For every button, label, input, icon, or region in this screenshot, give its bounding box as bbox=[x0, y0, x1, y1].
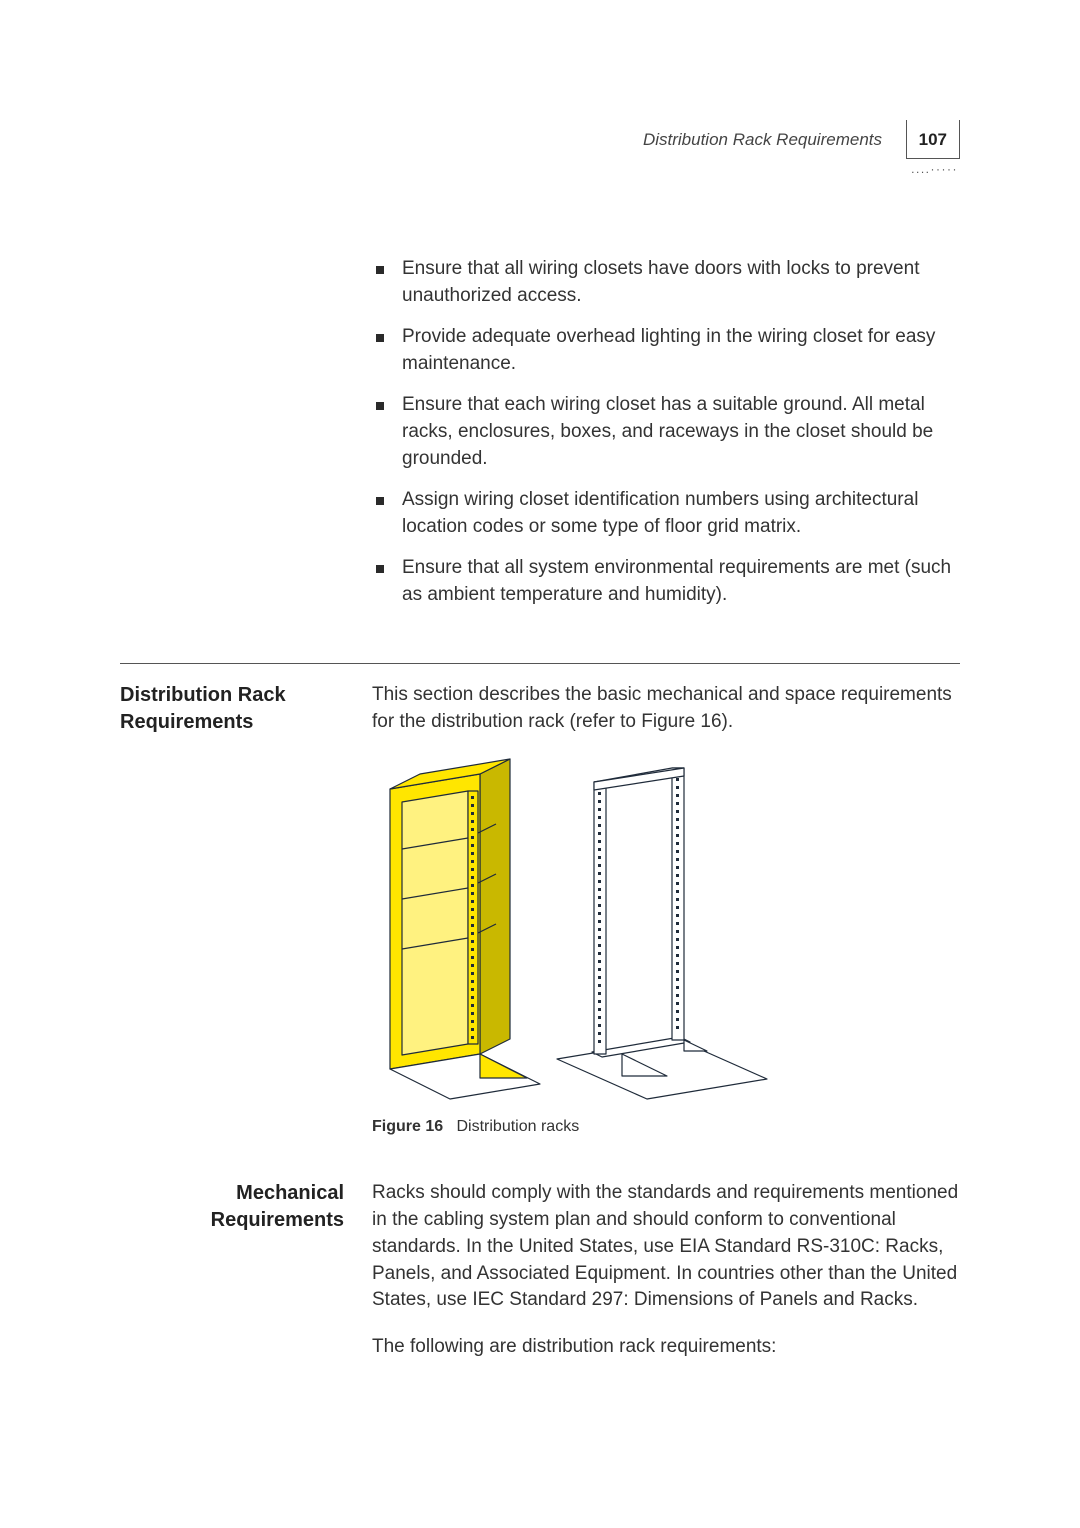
section-distribution-rack: Distribution Rack Requirements This sect… bbox=[120, 682, 960, 1154]
list-item: Ensure that all system environmental req… bbox=[372, 555, 960, 609]
heading-line: Requirements bbox=[120, 709, 344, 736]
section-body: Racks should comply with the standards a… bbox=[372, 1180, 960, 1362]
intro-bullets-block: Ensure that all wiring closets have door… bbox=[372, 256, 960, 609]
figure-caption-text: Distribution racks bbox=[456, 1118, 579, 1135]
heading-line: Mechanical bbox=[120, 1180, 344, 1207]
page-header: Distribution Rack Requirements 107 ....·… bbox=[120, 130, 960, 186]
distribution-racks-diagram bbox=[372, 754, 792, 1104]
bullet-list: Ensure that all wiring closets have door… bbox=[372, 256, 960, 609]
page-number-box: 107 bbox=[906, 120, 960, 159]
mechanical-followup: The following are distribution rack requ… bbox=[372, 1334, 960, 1361]
list-item: Assign wiring closet identification numb… bbox=[372, 487, 960, 541]
section-heading: Distribution Rack Requirements bbox=[120, 682, 344, 736]
list-item: Ensure that all wiring closets have door… bbox=[372, 256, 960, 310]
figure-caption: Figure 16 Distribution racks bbox=[372, 1118, 960, 1136]
list-item: Provide adequate overhead lighting in th… bbox=[372, 324, 960, 378]
header-dots-icon: ....····· bbox=[911, 162, 958, 176]
section-intro-text: This section describes the basic mechani… bbox=[372, 682, 960, 736]
heading-line: Distribution Rack bbox=[120, 682, 344, 709]
section-heading-sidebar: Distribution Rack Requirements bbox=[120, 682, 372, 1154]
section-body: This section describes the basic mechani… bbox=[372, 682, 960, 1154]
heading-line: Requirements bbox=[120, 1207, 344, 1234]
section-rule bbox=[120, 663, 960, 664]
section-heading-sidebar: Mechanical Requirements bbox=[120, 1180, 372, 1362]
page-number: 107 bbox=[919, 130, 947, 149]
page-root: Distribution Rack Requirements 107 ....·… bbox=[0, 0, 1080, 1447]
section-heading: Mechanical Requirements bbox=[120, 1180, 344, 1234]
running-title: Distribution Rack Requirements bbox=[643, 130, 882, 150]
list-item: Ensure that each wiring closet has a sui… bbox=[372, 392, 960, 473]
mechanical-para: Racks should comply with the standards a… bbox=[372, 1180, 960, 1315]
figure-label: Figure 16 bbox=[372, 1118, 443, 1135]
section-mechanical: Mechanical Requirements Racks should com… bbox=[120, 1180, 960, 1362]
figure-16: Figure 16 Distribution racks bbox=[372, 754, 960, 1136]
